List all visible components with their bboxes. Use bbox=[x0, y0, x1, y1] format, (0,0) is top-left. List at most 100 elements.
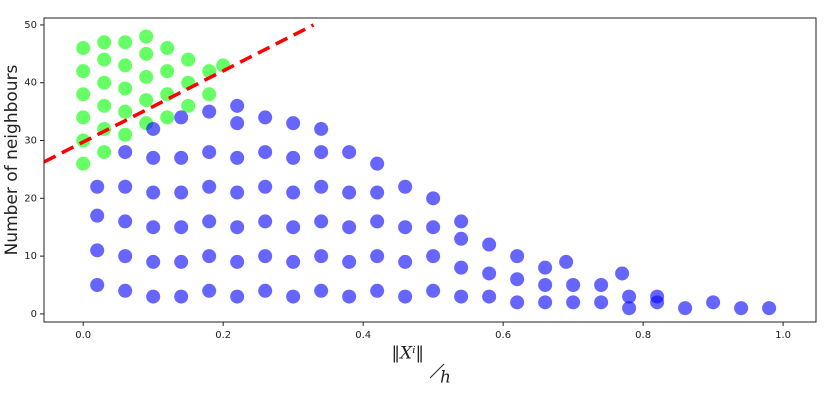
scatter-point bbox=[615, 266, 630, 281]
plot-area bbox=[44, 23, 777, 316]
scatter-point bbox=[76, 41, 91, 56]
y-axis-label: Number of neighbours bbox=[2, 64, 22, 255]
scatter-point bbox=[258, 179, 273, 194]
scatter-point bbox=[314, 249, 329, 264]
scatter-point bbox=[118, 81, 133, 96]
scatter-point bbox=[202, 283, 217, 298]
scatter-point bbox=[286, 289, 301, 304]
scatter-point bbox=[566, 295, 581, 310]
scatter-point bbox=[230, 254, 245, 269]
scatter-point bbox=[762, 301, 777, 316]
scatter-point bbox=[342, 289, 357, 304]
scatter-point bbox=[174, 185, 189, 200]
scatter-point bbox=[286, 116, 301, 131]
scatter-point bbox=[118, 104, 133, 119]
x-axis-label: ‖Xⁱ‖ bbox=[391, 344, 424, 364]
reference-line bbox=[44, 23, 315, 164]
scatter-point bbox=[97, 145, 112, 160]
scatter-point bbox=[342, 145, 357, 160]
scatter-point bbox=[370, 156, 385, 171]
scatter-point bbox=[622, 301, 637, 316]
scatter-point bbox=[258, 214, 273, 229]
scatter-point bbox=[139, 46, 154, 61]
scatter-point bbox=[398, 289, 413, 304]
scatter-point bbox=[370, 283, 385, 298]
scatter-point bbox=[160, 41, 175, 56]
scatter-point bbox=[454, 260, 469, 275]
y-tick-label: 10 bbox=[24, 251, 37, 262]
scatter-point bbox=[118, 249, 133, 264]
scatter-point bbox=[118, 214, 133, 229]
scatter-point bbox=[538, 278, 553, 293]
scatter-point bbox=[146, 254, 161, 269]
scatter-point bbox=[398, 179, 413, 194]
scatter-point bbox=[139, 69, 154, 84]
scatter-point bbox=[230, 150, 245, 165]
scatter-point bbox=[76, 156, 91, 171]
x-axis-label-slash bbox=[429, 363, 445, 379]
y-tick-label: 50 bbox=[24, 20, 37, 31]
scatter-point bbox=[454, 214, 469, 229]
x-tick-label: 0.8 bbox=[635, 330, 651, 341]
scatter-point bbox=[510, 249, 525, 264]
scatter-point bbox=[118, 127, 133, 142]
scatter-point bbox=[650, 289, 665, 304]
scatter-point bbox=[426, 283, 441, 298]
scatter-point bbox=[426, 249, 441, 264]
scatter-point bbox=[97, 75, 112, 90]
scatter-point bbox=[146, 121, 161, 136]
axes-frame bbox=[43, 17, 817, 323]
scatter-point bbox=[734, 301, 749, 316]
scatter-point bbox=[622, 289, 637, 304]
scatter-point bbox=[258, 283, 273, 298]
scatter-point bbox=[258, 145, 273, 160]
scatter-point bbox=[370, 249, 385, 264]
scatter-point bbox=[160, 64, 175, 79]
y-tick-label: 20 bbox=[24, 193, 37, 204]
scatter-point bbox=[174, 110, 189, 125]
scatter-point bbox=[538, 260, 553, 275]
scatter-point bbox=[426, 220, 441, 235]
scatter-point bbox=[174, 220, 189, 235]
scatter-point bbox=[76, 110, 91, 125]
scatter-point bbox=[181, 52, 196, 67]
scatter-point bbox=[398, 254, 413, 269]
scatter-point bbox=[538, 295, 553, 310]
scatter-point bbox=[160, 87, 175, 102]
scatter-point bbox=[139, 93, 154, 108]
scatter-point bbox=[370, 214, 385, 229]
scatter-point bbox=[510, 272, 525, 287]
scatter-point bbox=[118, 35, 133, 50]
scatter-point bbox=[118, 58, 133, 73]
scatter-point bbox=[454, 289, 469, 304]
scatter-point bbox=[314, 121, 329, 136]
x-axis-label: h bbox=[440, 368, 451, 388]
x-tick-label: 0.4 bbox=[355, 330, 371, 341]
scatter-point bbox=[202, 249, 217, 264]
scatter-point bbox=[286, 150, 301, 165]
scatter-point bbox=[181, 98, 196, 113]
scatter-point bbox=[97, 35, 112, 50]
scatter-point bbox=[146, 150, 161, 165]
scatter-point bbox=[76, 64, 91, 79]
scatter-point bbox=[118, 145, 133, 160]
scatter-point bbox=[482, 237, 497, 252]
scatter-point bbox=[118, 179, 133, 194]
x-tick-label: 0.6 bbox=[495, 330, 511, 341]
scatter-point bbox=[76, 87, 91, 102]
scatter-point bbox=[342, 254, 357, 269]
scatter-point bbox=[230, 220, 245, 235]
y-tick-label: 30 bbox=[24, 136, 37, 147]
scatter-point bbox=[314, 214, 329, 229]
scatter-point bbox=[118, 283, 133, 298]
x-tick-label: 1.0 bbox=[775, 330, 791, 341]
scatter-point bbox=[706, 295, 721, 310]
scatter-point bbox=[202, 179, 217, 194]
scatter-point bbox=[286, 185, 301, 200]
scatter-point bbox=[258, 110, 273, 125]
scatter-point bbox=[174, 254, 189, 269]
scatter-point bbox=[286, 220, 301, 235]
scatter-point bbox=[160, 110, 175, 125]
scatter-point bbox=[314, 283, 329, 298]
x-tick-label: 0.2 bbox=[215, 330, 231, 341]
